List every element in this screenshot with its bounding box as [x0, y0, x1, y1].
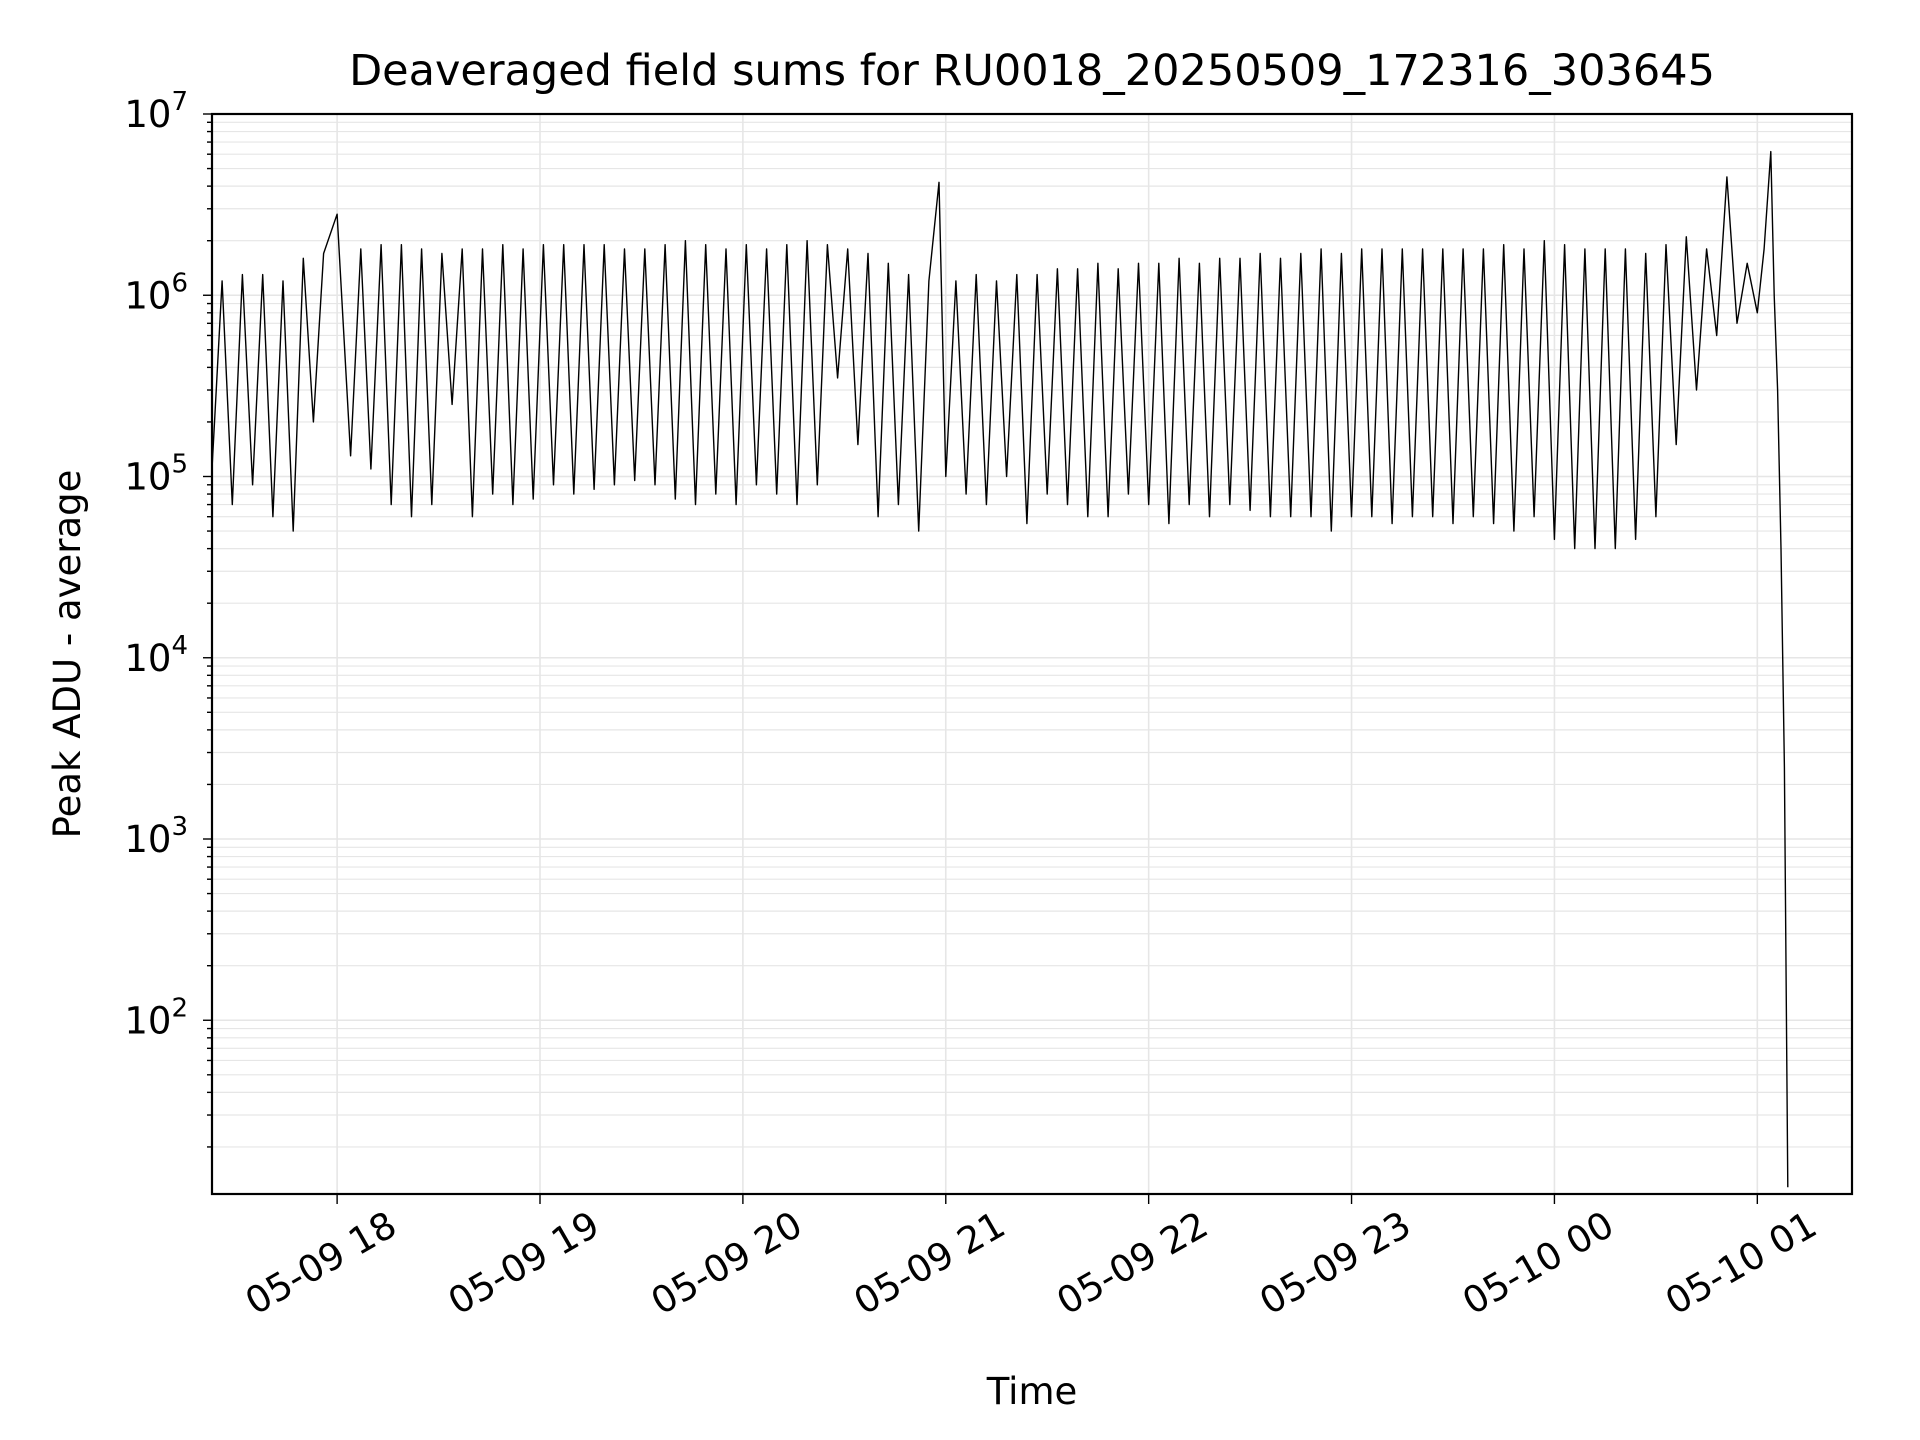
x-tick-label: 05-10 00: [1455, 1203, 1621, 1323]
x-tick-label: 05-09 21: [847, 1203, 1013, 1323]
x-tick-label: 05-09 23: [1253, 1203, 1419, 1323]
data-line-layer: [211, 150, 1789, 1188]
y-tick-label: 103: [124, 812, 188, 861]
y-axis-label: Peak ADU - average: [46, 470, 89, 839]
x-tick-label: 05-09 19: [441, 1203, 607, 1323]
y-tick-label: 102: [124, 993, 188, 1042]
grid: [212, 114, 1852, 1194]
plot-frame: [210, 112, 1854, 1196]
x-axis-label: Time: [986, 1370, 1078, 1413]
y-tick-label: 107: [124, 87, 188, 136]
x-tick-label: 05-09 18: [238, 1203, 404, 1323]
x-tick-label: 05-10 01: [1658, 1203, 1824, 1323]
y-tick-label: 104: [124, 631, 188, 680]
y-tick-label: 106: [124, 268, 188, 317]
x-tick-label: 05-09 20: [644, 1203, 810, 1323]
data-series-line: [211, 150, 1789, 1188]
chart-title: Deaveraged field sums for RU0018_2025050…: [349, 46, 1715, 96]
y-tick-label: 105: [124, 450, 188, 499]
x-tick-label: 05-09 22: [1050, 1203, 1216, 1323]
